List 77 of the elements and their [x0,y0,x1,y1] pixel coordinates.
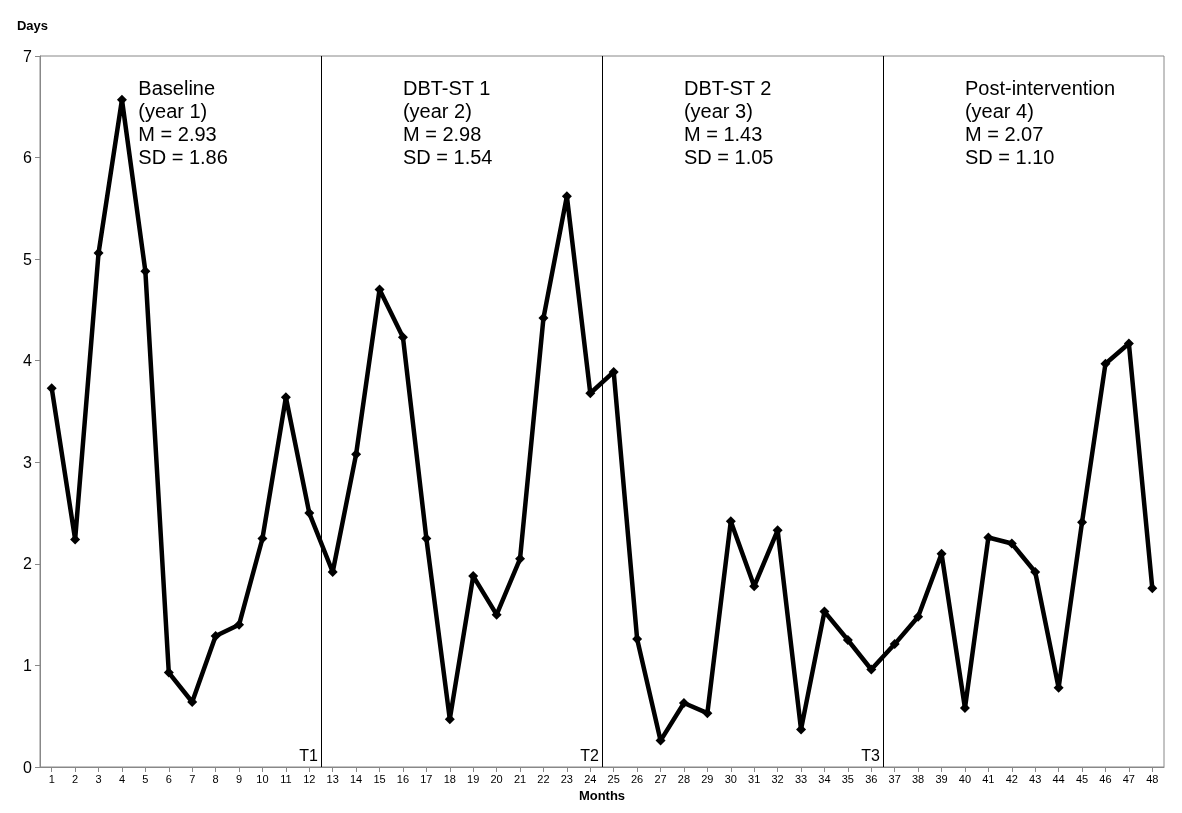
x-axis-title: Months [578,788,626,803]
x-tick-label: 18 [443,772,456,785]
x-tick-label: 24 [584,772,597,785]
x-tick-label: 30 [724,772,737,785]
x-tick-label: 14 [350,772,363,785]
annotation: Post-intervention (year 4) M = 2.07 SD = 1.10 [964,76,1116,168]
x-tick-label: 48 [1146,772,1159,785]
x-tick-label: 25 [607,772,620,785]
point [913,611,924,622]
x-tick-label: 42 [1005,772,1018,785]
x-tick-label: 3 [95,772,102,785]
x-tick-label: 38 [912,772,925,785]
x-tick-label: 45 [1075,772,1089,785]
point [351,449,362,460]
point [304,508,315,519]
x-tick-label: 15 [373,772,386,785]
point [702,708,713,719]
x-tick-label: 8 [212,772,219,785]
x-tick-label: 6 [165,772,172,785]
x-tick-label: 17 [420,772,433,785]
x-tick-label: 21 [513,772,527,785]
x-tick-label: 23 [560,772,573,785]
x-tick-label: 39 [935,772,948,785]
point [210,630,221,641]
x-tick-label: 34 [818,772,831,785]
x-tick-label: 43 [1029,772,1042,785]
y-tick-label: 0 [23,758,33,776]
x-tick-label: 12 [303,772,316,785]
x-tick-label: 13 [326,772,339,785]
x-tick-label: 47 [1122,772,1135,785]
x-tick-label: 16 [396,772,410,785]
x-tick-label: 7 [189,772,196,785]
annotation: Baseline (year 1) M = 2.93 SD = 1.86 [138,76,228,168]
point [1030,566,1041,577]
annotation: DBT-ST 1 (year 2) M = 2.98 SD = 1.54 [402,76,493,168]
x-tick-label: 40 [958,772,972,785]
x-tick-label: 5 [142,772,149,785]
x-tick-label: 31 [748,772,761,785]
point [889,639,900,650]
x-tick-label: 37 [888,772,901,785]
y-tick-label: 2 [23,555,33,573]
ref-line-label: T2 [580,746,600,764]
x-tick-label: 26 [631,772,644,785]
x-tick-label: 11 [280,772,292,785]
x-tick-label: 10 [256,772,269,785]
y-tick-label: 4 [23,352,33,370]
x-tick-label: 20 [490,772,503,785]
point [187,696,198,707]
x-tick-label: 2 [72,772,79,785]
y-tick-label: 3 [23,453,33,471]
x-tick-label: 28 [677,772,691,785]
x-tick-label: 19 [467,772,480,785]
annotation: DBT-ST 2 (year 3) M = 1.43 SD = 1.05 [683,76,774,168]
y-tick-label: 1 [23,656,33,674]
y-tick-label: 6 [23,149,33,167]
x-tick-label: 29 [701,772,714,785]
point [678,698,689,709]
y-tick-label: 7 [23,47,33,65]
x-tick-label: 4 [118,772,126,785]
x-tick-label: 35 [841,772,854,785]
x-tick-label: 33 [794,772,808,785]
x-tick-label: 36 [865,772,878,785]
y-axis-title: Days [16,18,48,33]
x-tick-label: 27 [654,772,667,785]
x-tick-label: 1 [48,772,55,785]
ref-line-label: T1 [299,746,319,764]
point [842,635,853,646]
x-tick-label: 22 [537,772,550,785]
x-tick-label: 44 [1052,772,1065,785]
x-tick-label: 46 [1099,772,1112,785]
x-tick-label: 9 [235,772,243,785]
y-tick-label: 5 [23,250,33,268]
x-tick-label: 32 [771,772,784,785]
x-tick-label: 41 [982,772,995,785]
point [1006,538,1017,549]
point [866,664,877,675]
ref-line-label: T3 [861,746,881,764]
